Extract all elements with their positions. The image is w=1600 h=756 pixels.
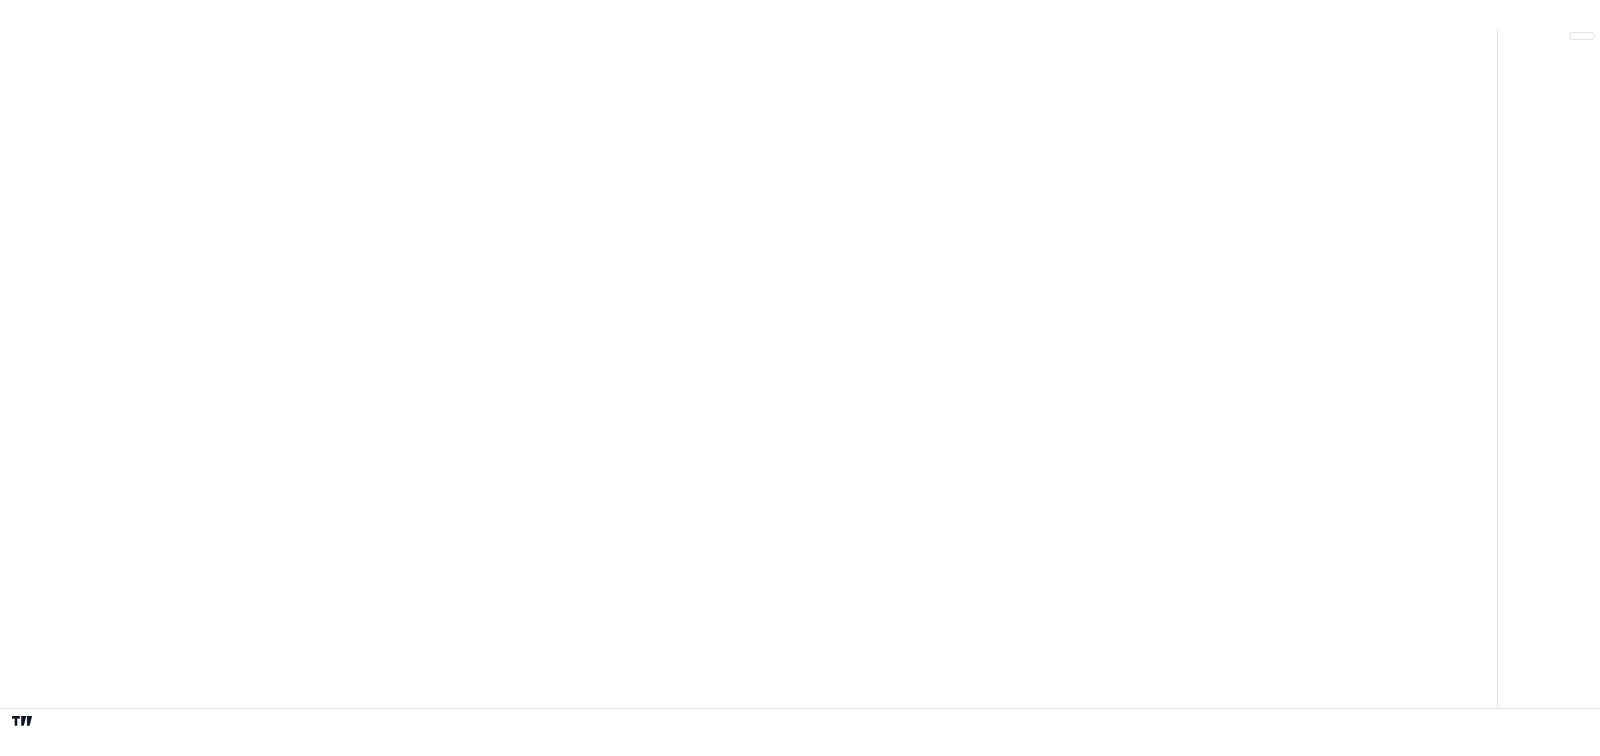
price-axis[interactable]: [1497, 28, 1600, 708]
chart-frame: [0, 28, 1600, 709]
footer: [12, 714, 41, 729]
time-axis[interactable]: [0, 708, 1600, 737]
chart-canvas: [0, 28, 1497, 708]
plot-area[interactable]: [0, 28, 1497, 708]
currency-chip[interactable]: [1569, 32, 1595, 40]
tradingview-logo-icon: [12, 716, 33, 726]
